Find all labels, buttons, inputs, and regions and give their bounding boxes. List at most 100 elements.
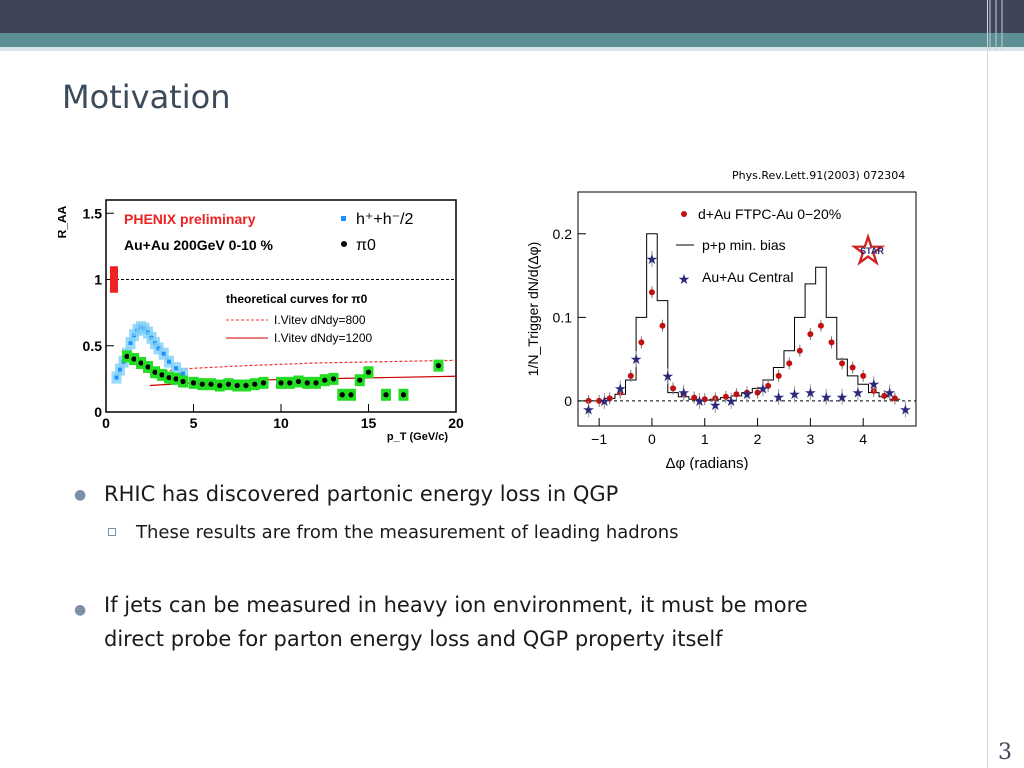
pi0-point [330,376,337,382]
dau-point [775,372,782,379]
hadron-point [118,367,122,372]
bullet-dot-icon: ● [74,487,87,503]
auau-star-marker: ★ [662,368,675,384]
dau-point [691,394,698,401]
correlation-chart: −1 0 1 2 3 4 0 0.1 0.2 1/N_Trigger dN/d(Δφ) Δφ (ra… [525,191,917,470]
auau-star-marker: ★ [598,393,611,409]
auau-star-marker: ★ [582,401,595,417]
auau-star-marker: ★ [614,380,627,396]
pi0-point [190,380,197,386]
right-border-line [987,0,988,768]
pi0-point [243,382,249,389]
bullet-1-text: RHIC has discovered partonic energy loss… [104,482,619,506]
auau-star-marker: ★ [867,376,880,392]
hadron-point [114,375,119,380]
plot-frame [577,191,917,427]
hadron-point [156,346,161,351]
dau-point [891,395,898,402]
page-title: Motivation [62,78,231,116]
header-bar [0,0,1024,33]
pp-histogram [583,233,901,402]
y-tick-label: 0 [564,393,572,409]
dau-point [807,331,814,338]
dau-point [881,392,888,399]
dau-point [659,322,666,329]
x-tick-label: 0 [648,431,656,447]
legend-dau-marker [681,211,687,217]
pi0-point [152,369,158,375]
auau-star-marker: ★ [709,397,722,413]
legend-curve-1200-label: I.Vitev dNdy=1200 [274,331,373,345]
x-tick-label: 10 [273,415,289,431]
hadron-point [181,371,185,376]
dau-point [796,347,803,354]
dau-point [606,395,613,402]
auau-star-marker: ★ [899,401,912,417]
pi0-point [217,382,223,389]
auau-star-marker: ★ [725,393,738,409]
dau-point [733,391,740,398]
legend-pp-label: p+p min. bias [702,237,786,253]
star-logo-icon: ☆ [850,229,886,273]
pi0-point [400,392,407,398]
pi0-point [208,381,214,387]
legend-auau-marker: ★ [678,271,691,287]
x-tick-label: 2 [754,431,762,447]
systematic-box [110,266,118,293]
auau-star-marker: ★ [788,386,801,402]
experiment-label: PHENIX preliminary [124,211,256,227]
x-tick-label: 3 [806,431,814,447]
raa-chart: 0 5 10 15 20 0 0.5 1 1.5 R_AA p_T (GeV/c) PHENIX pr… [58,199,464,443]
dau-point [839,360,846,367]
header-accent-stripe [0,33,1024,47]
auau-star-marker: ★ [820,389,833,405]
pi0-point [199,381,205,387]
x-tick-label: 5 [190,415,198,431]
system-label: Au+Au 200GeV 0-10 % [124,237,274,253]
pi0-point [348,392,354,398]
pi0-point [131,356,137,362]
dau-point [786,360,793,367]
pi0-point [365,369,372,375]
auau-star-marker: ★ [757,380,770,396]
page-number: 3 [998,740,1012,765]
hadron-point [167,359,171,364]
auau-star-marker: ★ [693,393,706,409]
hadron-point [174,366,178,371]
legend-curve-800-label: I.Vitev dNdy=800 [274,313,366,327]
pi0-point [304,380,310,386]
auau-star-marker: ★ [677,385,690,401]
dau-point [722,393,729,400]
pi0-point [339,392,345,398]
legend-hadron-marker [341,216,346,221]
hadron-point [161,351,166,356]
auau-star-marker: ★ [741,386,754,402]
x-tick-label: −1 [591,431,607,447]
pi0-point [435,363,442,369]
y-tick-label: 0 [94,404,102,420]
auau-star-marker: ★ [852,385,865,401]
curves-title: theoretical curves for π0 [226,292,368,306]
x-tick-label: 20 [448,415,464,431]
pi0-point [287,380,293,386]
header-thin-stripe [0,47,1024,51]
pi0-point [260,380,267,386]
pi0-point [225,381,232,387]
y-tick-label: 1 [94,272,102,288]
pi0-point [252,381,258,387]
bullet-2-line-1: If jets can be measured in heavy ion env… [104,593,808,617]
pi0-point [322,377,328,383]
dau-point [670,385,677,392]
auau-star-marker: ★ [804,385,817,401]
pi0-point [383,392,389,398]
bullet-dot-icon: ● [74,602,87,618]
pi0-point [138,360,144,366]
legend-dau-label: d+Au FTPC-Au 0−20% [698,206,841,222]
theory-curve [149,359,457,373]
x-tick-label: 1 [701,431,709,447]
pi0-point [278,380,284,386]
sub-bullet-text: These results are from the measurement o… [136,522,679,543]
x-tick-label: 15 [361,415,377,431]
dau-point [765,382,772,389]
pi0-point [313,380,319,386]
